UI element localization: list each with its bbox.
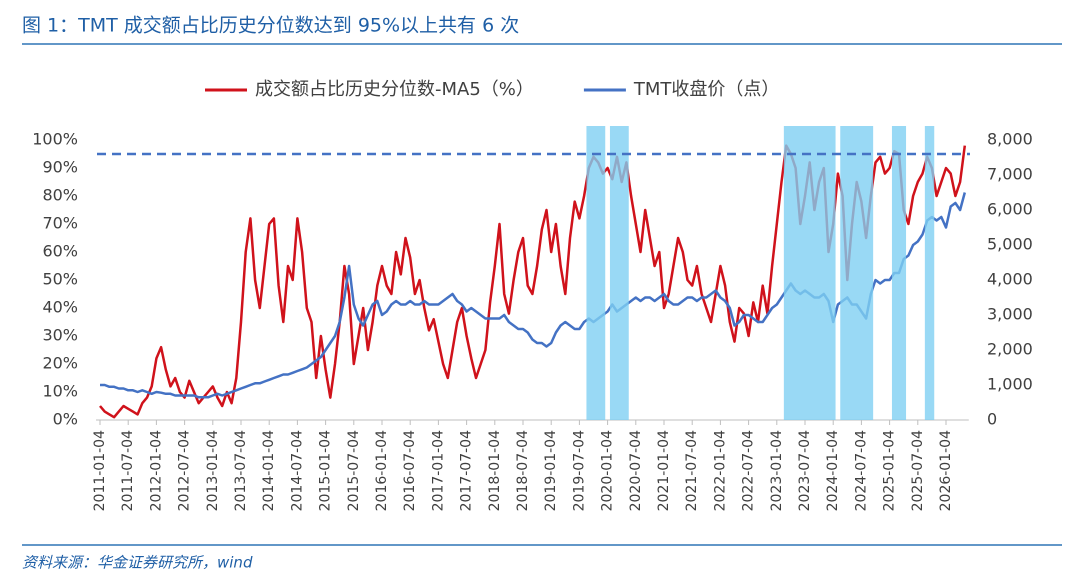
legend-label: 成交额占比历史分位数-MA5（%） [255,79,534,100]
x-tick-label: 2016-01-04 [374,430,390,511]
highlight-band [586,126,606,420]
highlight-band [840,126,874,420]
x-tick-label: 2018-01-04 [487,430,503,511]
y-tick-label: 4,000 [987,270,1033,289]
x-tick-label: 2014-07-04 [289,430,305,511]
x-tick-label: 2019-01-04 [543,430,559,511]
x-tick-label: 2019-07-04 [571,430,587,511]
chart-title: 图 1：TMT 成交额占比历史分位数达到 95%以上共有 6 次 [22,15,519,37]
x-tick-label: 2014-01-04 [261,430,277,511]
y-tick-label: 6,000 [987,200,1033,219]
legend-label: TMT收盘价（点） [633,79,780,100]
x-tick-label: 2023-01-04 [769,430,785,511]
x-tick-label: 2016-07-04 [402,430,418,511]
x-tick-label: 2024-01-04 [825,430,841,511]
x-tick-label: 2012-01-04 [148,430,164,511]
x-tick-label: 2017-07-04 [459,430,475,511]
highlight-band [924,126,935,420]
x-tick-label: 2020-01-04 [600,430,616,511]
y-tick-label: 2,000 [987,340,1033,359]
x-tick-label: 2024-07-04 [853,430,869,511]
y-tick-label: 0% [53,410,78,429]
x-tick-label: 2011-01-04 [92,430,108,511]
x-tick-label: 2021-07-04 [684,430,700,511]
x-tick-label: 2017-01-04 [430,430,446,511]
y-tick-label: 10% [42,382,78,401]
x-tick-label: 2013-01-04 [205,430,221,511]
source-note: 资料来源：华金证券研究所，wind [22,554,253,572]
x-tick-label: 2025-07-04 [910,430,926,511]
y-tick-label: 90% [42,158,78,177]
y-tick-label: 60% [42,242,78,261]
x-tick-label: 2021-01-04 [656,430,672,511]
y-tick-label: 70% [42,214,78,233]
x-tick-label: 2023-07-04 [797,430,813,511]
y-tick-label: 20% [42,354,78,373]
highlight-band [609,126,629,420]
y-tick-label: 80% [42,186,78,205]
y-tick-label: 3,000 [987,305,1033,324]
x-tick-label: 2018-07-04 [515,430,531,511]
x-tick-label: 2020-07-04 [628,430,644,511]
x-tick-label: 2011-07-04 [120,430,136,511]
x-tick-label: 2015-01-04 [318,430,334,511]
highlight-band [783,126,836,420]
x-tick-label: 2022-01-04 [712,430,728,511]
y-tick-label: 7,000 [987,165,1033,184]
x-tick-label: 2012-07-04 [177,430,193,511]
x-tick-label: 2026-01-04 [938,430,954,511]
y-tick-label: 0 [987,410,997,429]
y-tick-label: 1,000 [987,375,1033,394]
y-tick-label: 50% [42,270,78,289]
y-tick-label: 30% [42,326,78,345]
x-tick-label: 2013-07-04 [233,430,249,511]
x-tick-label: 2022-07-04 [741,430,757,511]
y-tick-label: 5,000 [987,235,1033,254]
y-tick-label: 40% [42,298,78,317]
highlight-band [891,126,907,420]
x-tick-label: 2025-01-04 [882,430,898,511]
x-tick-label: 2015-07-04 [346,430,362,511]
y-tick-label: 100% [32,130,78,149]
y-tick-label: 8,000 [987,130,1033,149]
